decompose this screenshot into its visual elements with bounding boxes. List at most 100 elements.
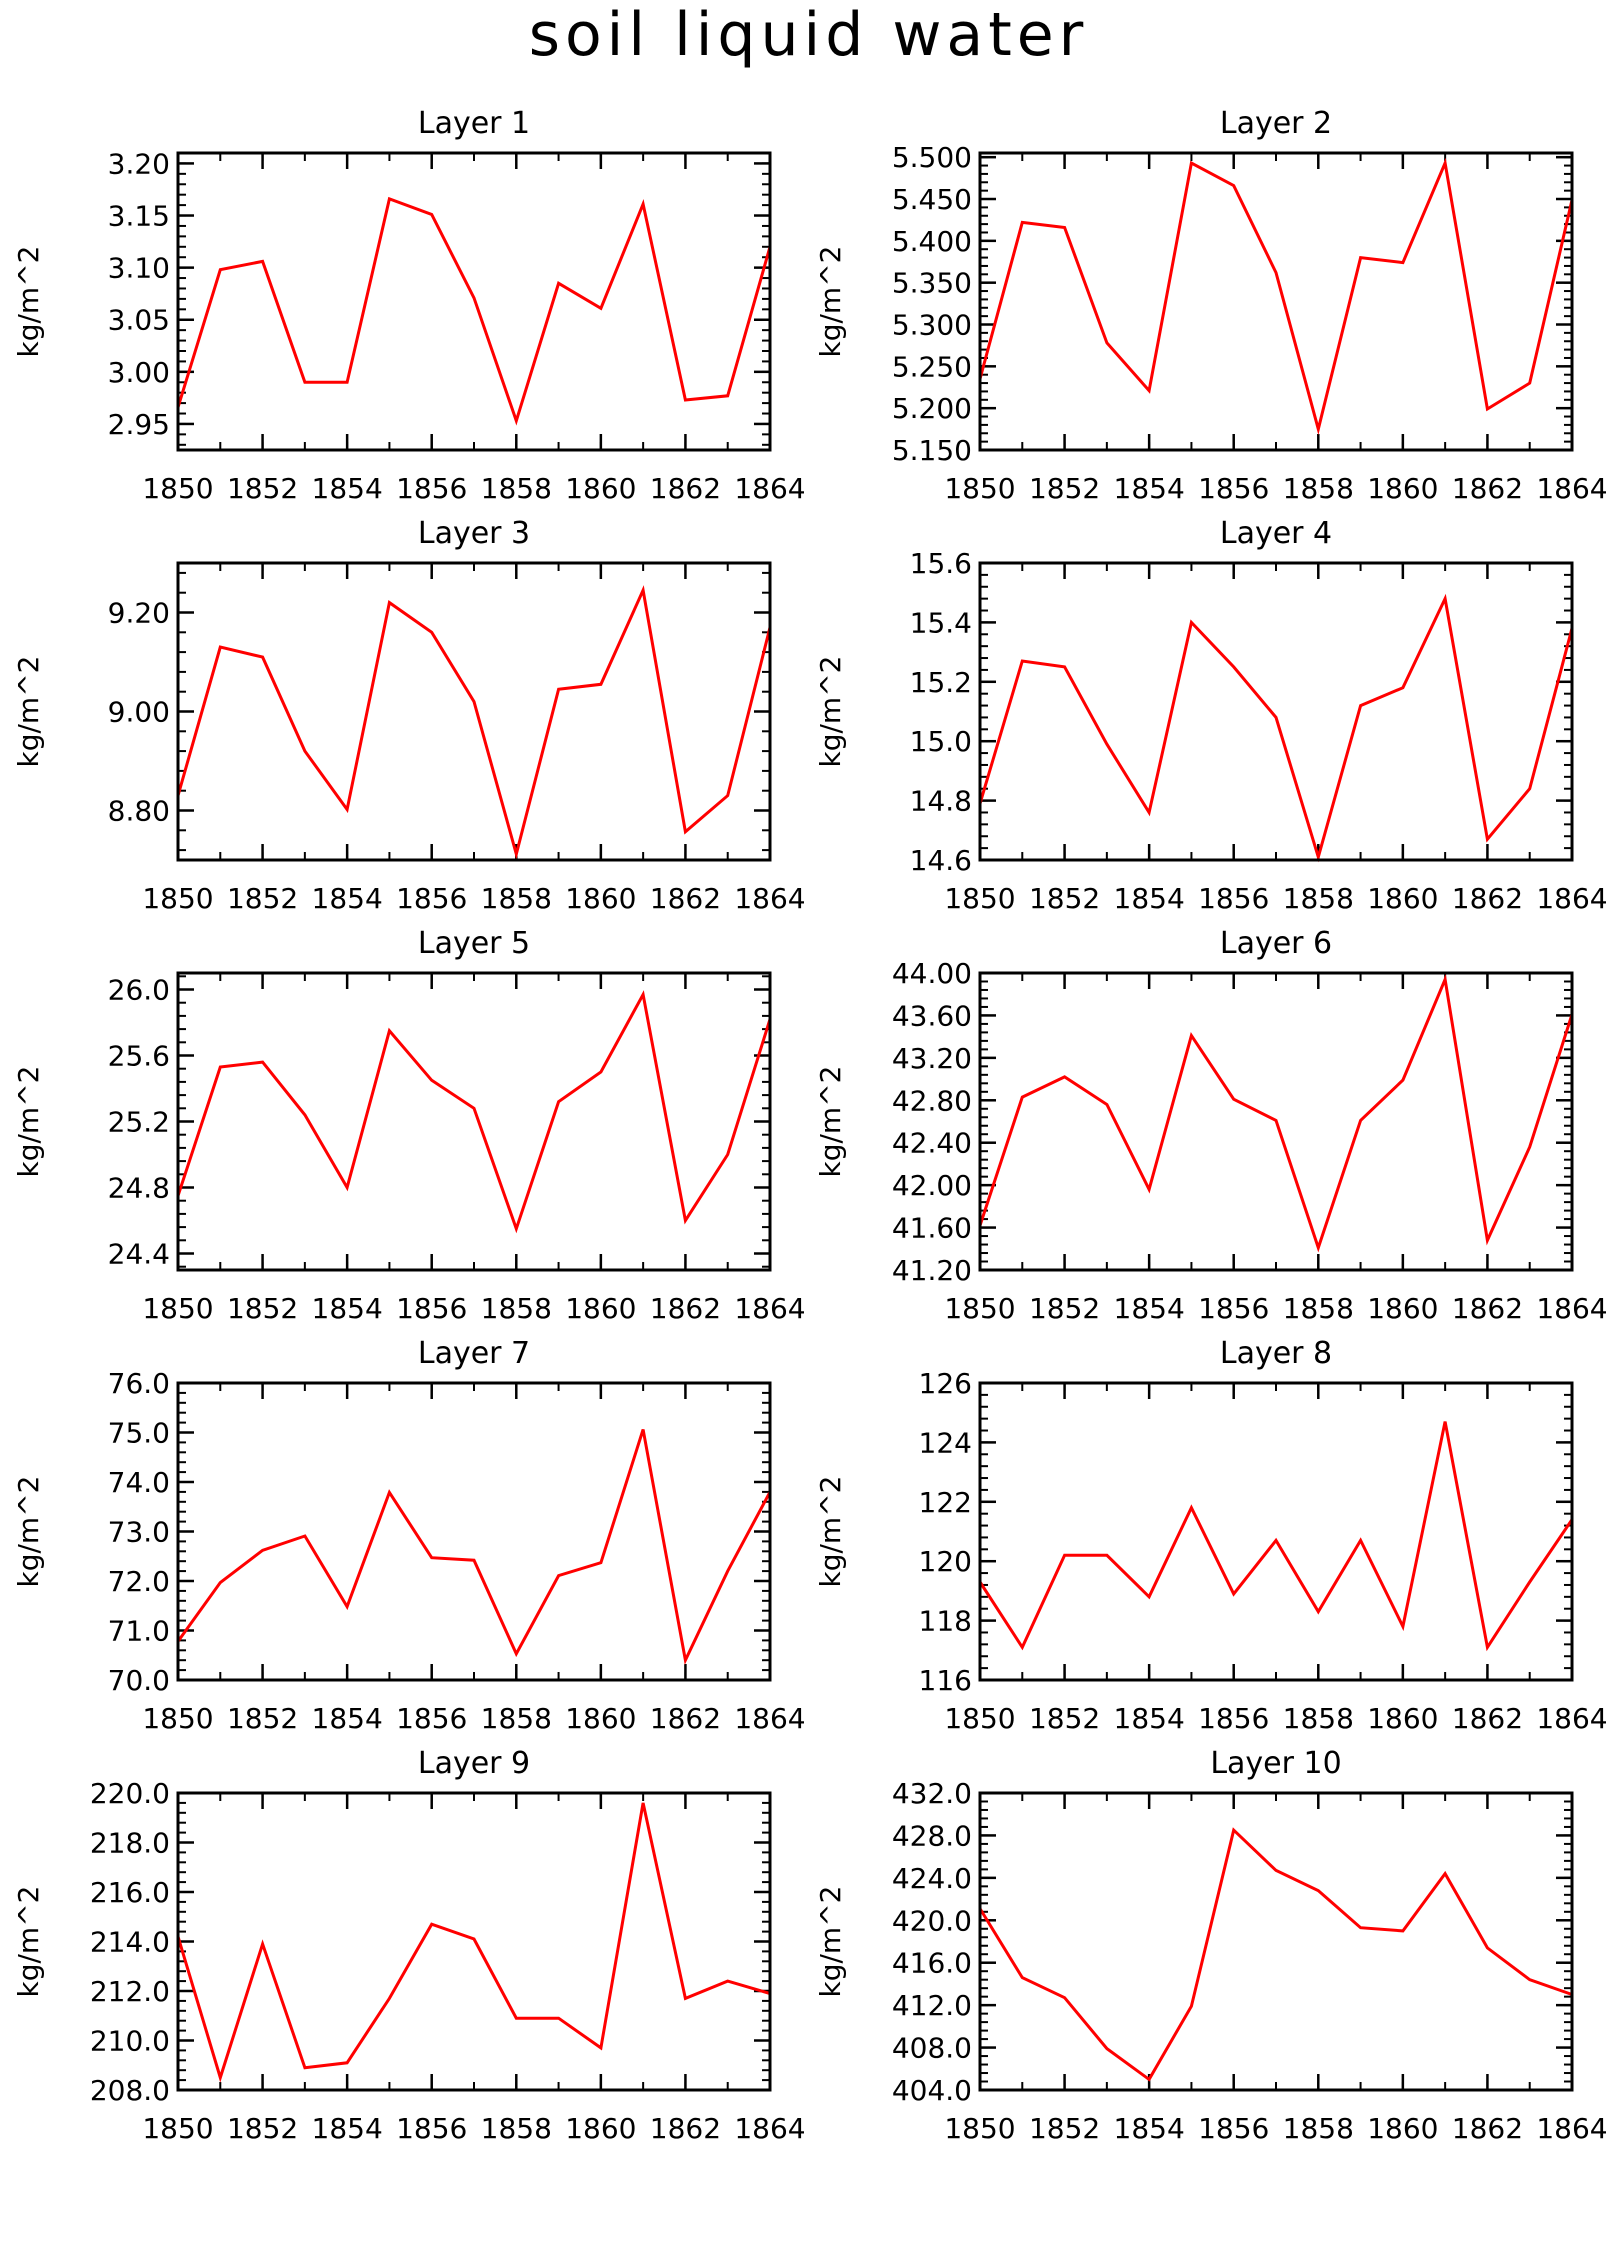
- y-tick-label: 15.6: [910, 547, 972, 580]
- plot-frame: [176, 1381, 772, 1682]
- y-tick-label: 5.450: [892, 183, 972, 216]
- x-tick-label: 1862: [650, 472, 721, 505]
- x-tick-label: 1864: [1536, 2112, 1607, 2145]
- y-tick-label: 75.0: [108, 1417, 170, 1450]
- x-tick-label: 1860: [565, 882, 636, 915]
- y-tick-label: 214.0: [90, 1926, 170, 1959]
- y-tick-label: 3.05: [108, 304, 170, 337]
- y-tick-label: 15.4: [910, 606, 972, 639]
- y-tick-label: 5.300: [892, 309, 972, 342]
- x-tick-label: 1852: [227, 2112, 298, 2145]
- panel-layer-4: 14.6 14.8 15.0 15.2 15.4 15.6 1850 1852 1854 1856…: [814, 516, 1608, 915]
- y-tick-label: 3.20: [108, 147, 170, 180]
- y-tick-label: 124: [919, 1426, 972, 1459]
- series-line: [978, 157, 1574, 436]
- y-tick-label: 5.500: [892, 141, 972, 174]
- x-tick-label: 1854: [312, 1702, 383, 1735]
- panel-title: Layer 8: [1220, 1336, 1332, 1371]
- y-tick-label: 220.0: [90, 1777, 170, 1810]
- x-tick-label: 1856: [1198, 882, 1269, 915]
- x-tick-label: 1852: [227, 882, 298, 915]
- y-tick-label: 208.0: [90, 2074, 170, 2107]
- plot-frame: [978, 1791, 1574, 2092]
- y-tick-label: 24.4: [108, 1238, 170, 1271]
- x-tick-label: 1858: [1283, 1702, 1354, 1735]
- series-line: [978, 973, 1574, 1253]
- y-tick-label: 5.200: [892, 392, 972, 425]
- x-tick-label: 1860: [565, 472, 636, 505]
- x-tick-label: 1864: [1536, 472, 1607, 505]
- x-tick-label: 1858: [1283, 882, 1354, 915]
- x-tick-label: 1850: [944, 1702, 1015, 1735]
- x-tick-label: 1862: [1452, 2112, 1523, 2145]
- x-tick-label: 1854: [1114, 882, 1185, 915]
- y-tick-label: 2.95: [108, 408, 170, 441]
- y-tick-label: 416.0: [892, 1947, 972, 1980]
- x-tick-label: 1850: [944, 2112, 1015, 2145]
- x-tick-label: 1854: [312, 472, 383, 505]
- x-tick-label: 1854: [312, 1292, 383, 1325]
- panel-title: Layer 7: [418, 1336, 530, 1371]
- panel-layer-9: 208.0 210.0 212.0 214.0 216.0 218.0 220.0 1850 1…: [12, 1746, 806, 2145]
- panel-title: Layer 6: [1220, 926, 1332, 961]
- x-tick-label: 1850: [944, 472, 1015, 505]
- x-tick-label: 1858: [1283, 1292, 1354, 1325]
- y-tick-label: 14.6: [910, 844, 972, 877]
- panel-layer-2: 5.150 5.200 5.250 5.300 5.350 5.400 5.450 5.500…: [814, 106, 1608, 505]
- x-tick-label: 1856: [1198, 472, 1269, 505]
- y-tick-label: 42.00: [892, 1169, 972, 1202]
- x-tick-label: 1860: [565, 1702, 636, 1735]
- y-tick-label: 41.20: [892, 1254, 972, 1287]
- x-tick-label: 1854: [312, 882, 383, 915]
- x-tick-label: 1858: [481, 472, 552, 505]
- x-tick-label: 1862: [1452, 472, 1523, 505]
- series-line: [978, 1827, 1573, 2082]
- y-axis-label: kg/m^2: [12, 246, 45, 358]
- y-axis-label: kg/m^2: [814, 1066, 847, 1178]
- y-tick-label: 8.80: [108, 795, 170, 828]
- panel-title: Layer 1: [418, 106, 530, 141]
- series-line: [176, 1802, 771, 2083]
- x-tick-label: 1856: [396, 1702, 467, 1735]
- y-tick-label: 9.00: [108, 696, 170, 729]
- x-tick-label: 1852: [227, 1292, 298, 1325]
- y-tick-label: 71.0: [108, 1615, 170, 1648]
- series-line: [978, 1421, 1574, 1652]
- panel-title: Layer 10: [1210, 1746, 1341, 1781]
- y-tick-label: 424.0: [892, 1862, 972, 1895]
- x-tick-label: 1852: [1029, 882, 1100, 915]
- x-tick-label: 1864: [1536, 882, 1607, 915]
- y-tick-label: 70.0: [108, 1664, 170, 1697]
- y-tick-label: 5.350: [892, 267, 972, 300]
- x-tick-label: 1854: [1114, 472, 1185, 505]
- panel-layer-3: 8.80 9.00 9.20 1850 1852 1854 1856 1858 1860 1862…: [12, 516, 806, 915]
- x-tick-label: 1852: [227, 1702, 298, 1735]
- panel-layer-7: 70.0 71.0 72.0 73.0 74.0 75.0 76.0 1850 1852 1854…: [12, 1336, 806, 1735]
- y-axis-label: kg/m^2: [814, 1476, 847, 1588]
- plot-frame: [978, 971, 1574, 1272]
- series-line: [176, 990, 772, 1234]
- plot-frame: [176, 151, 772, 452]
- y-axis-label: kg/m^2: [814, 656, 847, 768]
- x-tick-label: 1860: [1367, 472, 1438, 505]
- x-tick-label: 1860: [565, 2112, 636, 2145]
- x-tick-label: 1850: [142, 472, 213, 505]
- x-tick-label: 1862: [1452, 882, 1523, 915]
- y-tick-label: 210.0: [90, 2025, 170, 2058]
- y-axis-label: kg/m^2: [814, 1886, 847, 1998]
- x-tick-label: 1862: [650, 882, 721, 915]
- x-tick-label: 1864: [734, 1292, 805, 1325]
- plot-frame: [978, 561, 1574, 862]
- y-tick-label: 44.00: [892, 957, 972, 990]
- y-tick-label: 432.0: [892, 1777, 972, 1810]
- x-tick-label: 1860: [1367, 1702, 1438, 1735]
- x-tick-label: 1862: [1452, 1292, 1523, 1325]
- y-axis-label: kg/m^2: [12, 656, 45, 768]
- x-tick-label: 1856: [396, 882, 467, 915]
- plot-frame: [176, 1791, 772, 2092]
- x-tick-label: 1864: [734, 2112, 805, 2145]
- x-tick-label: 1864: [734, 472, 805, 505]
- y-tick-label: 120: [919, 1545, 972, 1578]
- x-tick-label: 1852: [1029, 1702, 1100, 1735]
- y-tick-label: 74.0: [108, 1466, 170, 1499]
